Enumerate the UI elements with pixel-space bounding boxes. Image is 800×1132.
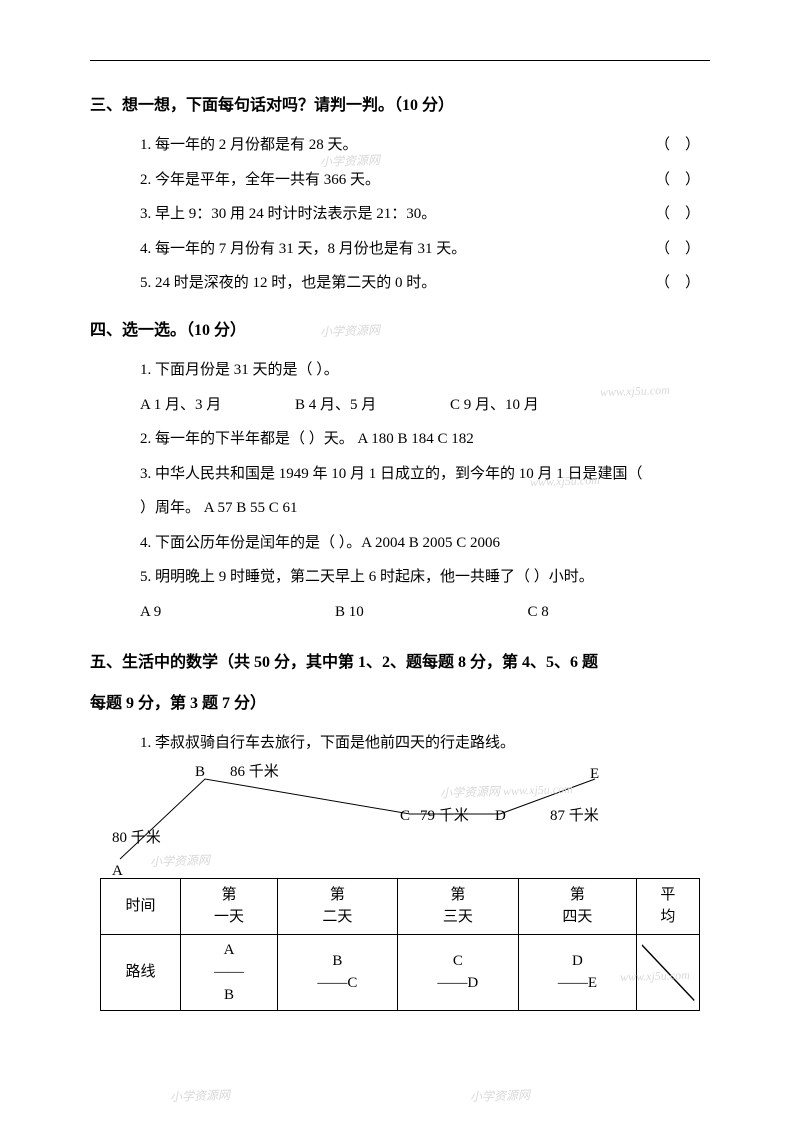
s3-item-2-text: 2. 今年是平年，全年一共有 366 天。 (140, 166, 655, 195)
s4-q1-b: B 4 月、5 月 (295, 391, 376, 420)
cell-avg (636, 934, 699, 1011)
s3-item-1-text: 1. 每一年的 2 月份都是有 28 天。 (140, 131, 655, 160)
watermark: 小学资源网 (470, 1084, 531, 1109)
section3-title: 三、想一想，下面每句话对吗？请判一判。（10 分） (90, 91, 710, 121)
s4-q1-c: C 9 月、10 月 (450, 391, 539, 420)
s4-q4: 4. 下面公历年份是闰年的是（ ）。A 2004 B 2005 C 2006 (90, 529, 710, 558)
th-time: 时间 (101, 878, 181, 934)
s4-q5-c: C 8 (528, 598, 549, 627)
dist-de: 87 千米 (550, 802, 599, 831)
s4-q3-tail: ）周年。 A 57 B 55 C 61 (90, 494, 710, 523)
th-route: 路线 (101, 934, 181, 1011)
s4-q1-a: A 1 月、3 月 (140, 391, 221, 420)
s4-q2: 2. 每一年的下半年都是（ ）天。 A 180 B 184 C 182 (90, 425, 710, 454)
s3-item-2-blank: （ ） (655, 166, 710, 195)
cell-d3: C——D (397, 934, 518, 1011)
th-avg: 平均 (636, 878, 699, 934)
s3-item-1-blank: （ ） (655, 131, 710, 160)
node-b: B (195, 758, 205, 787)
s3-item-3-text: 3. 早上 9：30 用 24 时计时法表示是 21：30。 (140, 200, 655, 229)
dist-bc: 86 千米 (230, 758, 279, 787)
s3-item-4: 4. 每一年的 7 月份有 31 天，8 月份也是有 31 天。 （ ） (90, 235, 710, 264)
s4-q1-opts: A 1 月、3 月 B 4 月、5 月 C 9 月、10 月 (90, 391, 710, 420)
node-a: A (112, 857, 123, 886)
top-rule (90, 60, 710, 61)
s3-item-5: 5. 24 时是深夜的 12 时，也是第二天的 0 时。 （ ） (90, 269, 710, 298)
s3-item-4-blank: （ ） (655, 235, 710, 264)
s4-q5-b: B 10 (335, 598, 364, 627)
th-d4: 第四天 (519, 878, 637, 934)
s4-q1-stem: 1. 下面月份是 31 天的是（ ）。 (90, 356, 710, 385)
dist-ab: 80 千米 (112, 824, 161, 853)
section5-title-l2: 每题 9 分，第 3 题 7 分） (90, 689, 710, 719)
section4-title: 四、选一选。（10 分） (90, 316, 710, 346)
s5-q1: 1. 李叔叔骑自行车去旅行，下面是他前四天的行走路线。 (90, 729, 710, 758)
s3-item-3: 3. 早上 9：30 用 24 时计时法表示是 21：30。 （ ） (90, 200, 710, 229)
cell-d4: D——E (519, 934, 637, 1011)
node-d: D (495, 802, 506, 831)
node-c: C (400, 802, 410, 831)
th-d1: 第一天 (181, 878, 278, 934)
route-diagram: A B C D E 80 千米 86 千米 79 千米 87 千米 (100, 764, 710, 874)
watermark: 小学资源网 (170, 1084, 231, 1109)
s3-item-5-blank: （ ） (655, 269, 710, 298)
s4-q5-stem: 5. 明明晚上 9 时睡觉，第二天早上 6 时起床，他一共睡了（ ）小时。 (90, 563, 710, 592)
th-d3: 第三天 (397, 878, 518, 934)
s4-q5-opts: A 9 B 10 C 8 (90, 598, 710, 627)
th-d2: 第二天 (278, 878, 398, 934)
s4-q3-stem: 3. 中华人民共和国是 1949 年 10 月 1 日成立的，到今年的 10 月… (90, 460, 710, 489)
s3-item-5-text: 5. 24 时是深夜的 12 时，也是第二天的 0 时。 (140, 269, 655, 298)
s3-item-1: 1. 每一年的 2 月份都是有 28 天。 （ ） (90, 131, 710, 160)
cell-d1: A——B (181, 934, 278, 1011)
s3-item-4-text: 4. 每一年的 7 月份有 31 天，8 月份也是有 31 天。 (140, 235, 655, 264)
cell-d2: B——C (278, 934, 398, 1011)
s3-item-3-blank: （ ） (655, 200, 710, 229)
table-row: 时间 第一天 第二天 第三天 第四天 平均 (101, 878, 700, 934)
s4-q5-a: A 9 (140, 598, 161, 627)
table-row: 路线 A——B B——C C——D D——E (101, 934, 700, 1011)
section5-title-l1: 五、生活中的数学（共 50 分，其中第 1、2、题每题 8 分，第 4、5、6 … (90, 648, 710, 678)
s3-item-2: 2. 今年是平年，全年一共有 366 天。 （ ） (90, 166, 710, 195)
diagonal-icon (637, 935, 699, 1011)
route-table: 时间 第一天 第二天 第三天 第四天 平均 路线 A——B B——C C——D … (100, 878, 700, 1012)
node-e: E (590, 760, 599, 789)
dist-cd: 79 千米 (420, 802, 469, 831)
